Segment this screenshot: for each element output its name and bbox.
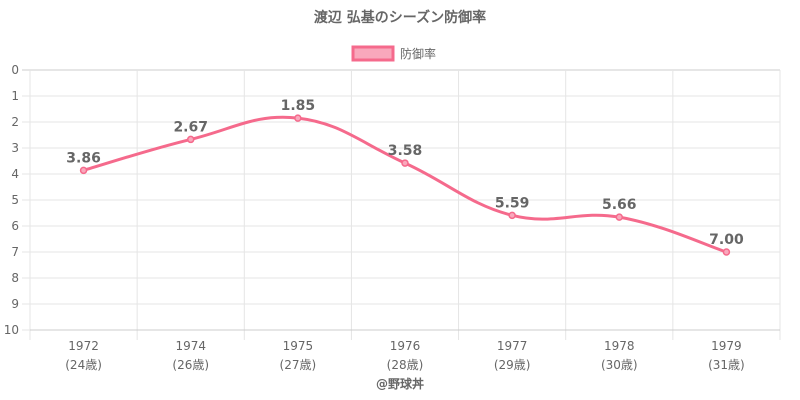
data-label: 5.66 bbox=[602, 197, 637, 213]
data-point[interactable] bbox=[508, 211, 516, 220]
data-point[interactable] bbox=[294, 114, 302, 122]
x-tick-label: 1977 bbox=[497, 339, 528, 353]
y-tick-label: 5 bbox=[11, 193, 19, 207]
footer-credit: @野球丼 bbox=[376, 376, 424, 391]
data-point[interactable] bbox=[615, 213, 624, 221]
y-tick-label: 8 bbox=[11, 271, 19, 285]
data-labels: 3.86 2.67 1.85 3.58 5.59 5.66 7.00 bbox=[66, 98, 744, 248]
x-tick-age-label: (30歳) bbox=[601, 358, 638, 372]
legend-swatch bbox=[351, 45, 395, 62]
y-tick-label: 2 bbox=[11, 115, 19, 129]
x-tick-label: 1978 bbox=[604, 339, 635, 353]
data-label: 5.59 bbox=[495, 195, 530, 211]
y-tick-label: 10 bbox=[4, 323, 19, 337]
x-tick-label: 1976 bbox=[390, 339, 421, 353]
data-points bbox=[79, 114, 731, 256]
data-point[interactable] bbox=[186, 135, 195, 144]
y-tick-label: 0 bbox=[11, 63, 19, 77]
y-tick-label: 6 bbox=[11, 219, 19, 233]
y-tick-label: 9 bbox=[11, 297, 19, 311]
x-tick-age-label: (27歳) bbox=[280, 358, 317, 372]
y-axis: 0 1 2 3 4 5 6 7 8 9 10 bbox=[4, 63, 19, 337]
x-tick-age-label: (29歳) bbox=[494, 358, 531, 372]
grid bbox=[22, 69, 781, 340]
data-point[interactable] bbox=[401, 159, 409, 167]
x-tick-age-label: (24歳) bbox=[65, 358, 102, 372]
x-tick-label: 1974 bbox=[175, 339, 206, 353]
legend[interactable]: 防御率 bbox=[351, 45, 436, 62]
x-tick-age-label: (31歳) bbox=[708, 358, 745, 372]
y-tick-label: 4 bbox=[11, 167, 19, 181]
y-tick-label: 1 bbox=[11, 89, 19, 103]
data-label: 3.58 bbox=[388, 143, 423, 159]
y-tick-label: 7 bbox=[11, 245, 19, 259]
x-tick-label: 1972 bbox=[68, 339, 99, 353]
x-tick-age-label: (26歳) bbox=[172, 358, 209, 372]
series-line bbox=[83, 115, 727, 254]
data-point[interactable] bbox=[722, 248, 731, 256]
data-label: 7.00 bbox=[709, 232, 744, 248]
x-axis: 1972 (24歳) 1974 (26歳) 1975 (27歳) 1976 (28歳) 1977… bbox=[65, 339, 744, 372]
x-tick-label: 1979 bbox=[711, 339, 742, 353]
data-label: 2.67 bbox=[173, 119, 208, 135]
x-tick-age-label: (28歳) bbox=[387, 358, 424, 372]
legend-label: 防御率 bbox=[400, 46, 436, 61]
data-point[interactable] bbox=[79, 166, 88, 175]
x-tick-label: 1975 bbox=[283, 339, 314, 353]
y-tick-label: 3 bbox=[11, 141, 19, 155]
chart-title: 渡辺 弘基のシーズン防御率 bbox=[314, 9, 486, 26]
data-label: 3.86 bbox=[66, 150, 101, 166]
data-label: 1.85 bbox=[281, 98, 316, 114]
